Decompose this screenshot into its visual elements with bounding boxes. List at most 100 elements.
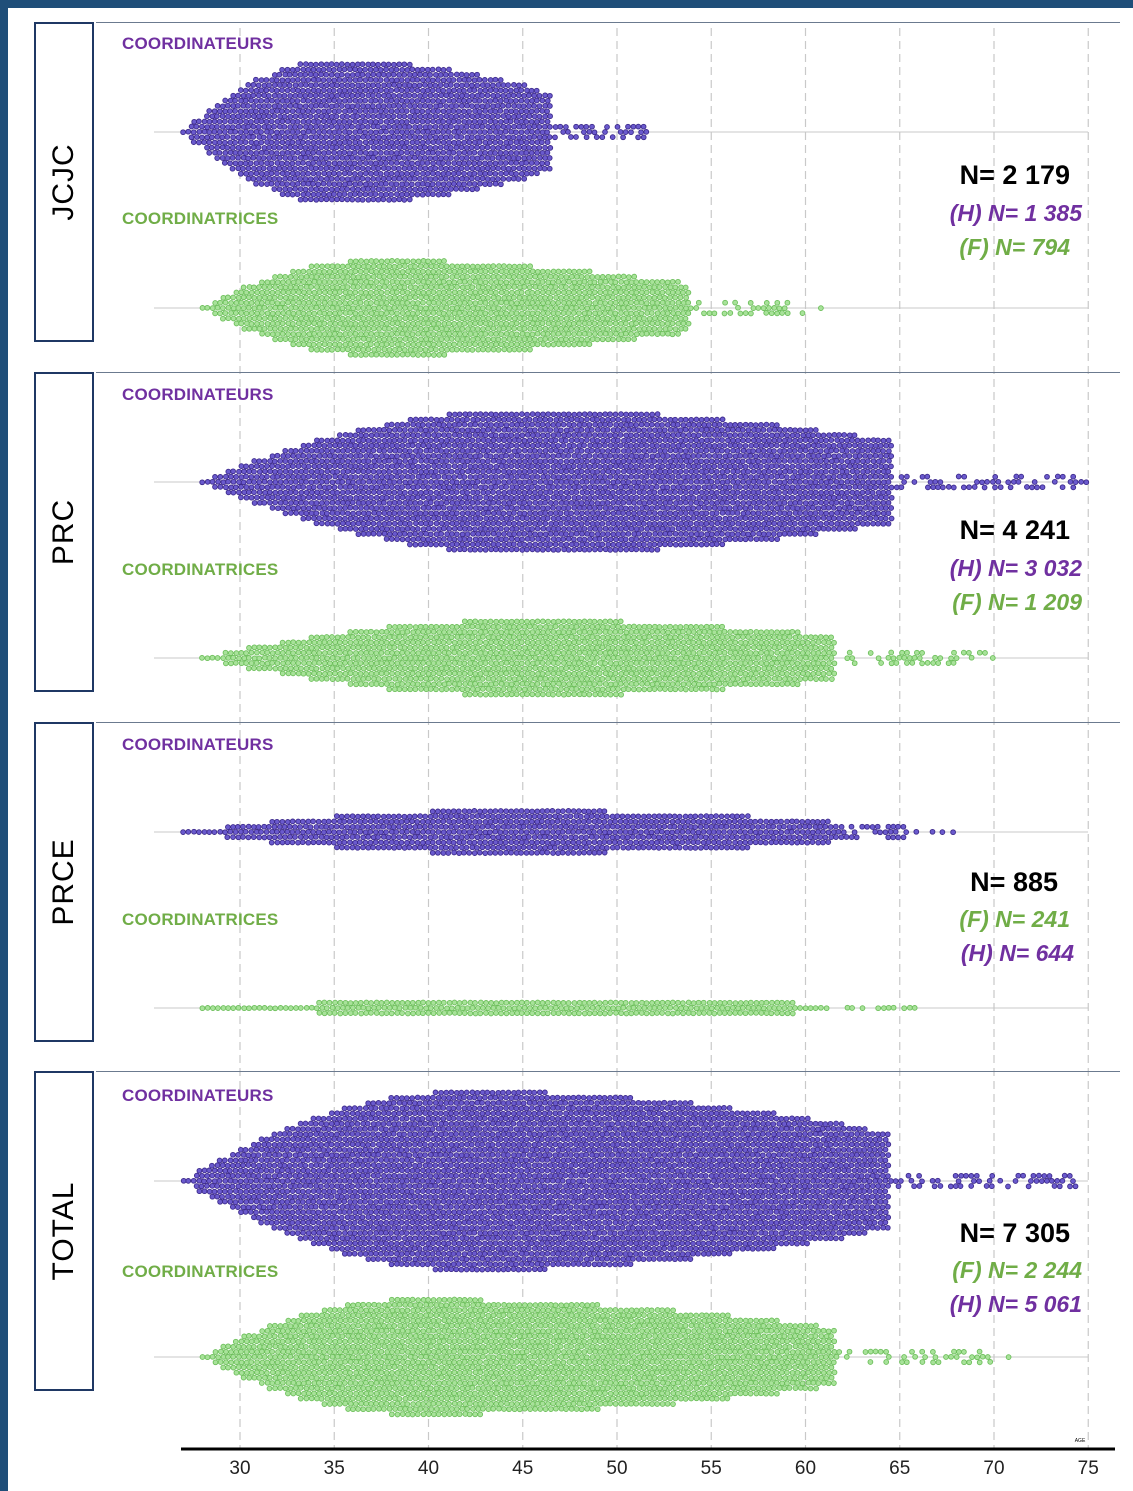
data-point <box>612 411 619 418</box>
data-point <box>315 181 322 188</box>
data-point <box>508 411 515 418</box>
data-point <box>386 155 393 162</box>
data-point <box>248 150 254 156</box>
data-point <box>362 108 369 114</box>
data-point <box>664 473 671 480</box>
data-point <box>607 526 614 532</box>
data-point <box>328 165 335 172</box>
data-point <box>516 82 522 89</box>
data-point <box>537 499 544 506</box>
data-point <box>578 416 585 423</box>
data-point <box>357 181 364 187</box>
data-point <box>742 310 749 316</box>
data-point <box>398 149 405 156</box>
data-point <box>516 447 522 454</box>
data-point <box>464 520 471 527</box>
data-point <box>315 149 322 156</box>
data-point <box>280 310 287 316</box>
data-point <box>266 123 272 130</box>
data-point <box>347 442 354 449</box>
data-point <box>560 453 567 459</box>
data-point <box>475 273 481 280</box>
data-point <box>325 160 332 167</box>
data-point <box>633 505 640 511</box>
data-point <box>423 489 429 496</box>
data-point <box>248 321 255 327</box>
data-point <box>360 186 367 192</box>
data-point <box>531 315 538 322</box>
data-point <box>368 351 375 358</box>
data-point <box>534 505 541 511</box>
data-point <box>355 263 362 270</box>
data-point <box>453 541 460 548</box>
data-point <box>407 541 413 548</box>
data-point <box>386 82 392 89</box>
data-point <box>247 160 254 167</box>
data-point <box>445 191 452 198</box>
data-point <box>298 284 304 291</box>
data-point <box>685 421 692 428</box>
data-point <box>385 113 392 120</box>
data-point <box>331 77 338 84</box>
data-point <box>613 505 619 512</box>
data-point <box>672 520 679 527</box>
data-point <box>488 289 494 296</box>
data-point <box>594 274 601 280</box>
data-point <box>307 196 314 203</box>
data-point <box>342 484 349 490</box>
data-point <box>342 473 349 480</box>
data-point <box>524 453 531 460</box>
data-point <box>417 499 424 506</box>
data-point <box>373 310 380 317</box>
data-point <box>334 437 341 444</box>
data-point <box>394 299 401 306</box>
data-point <box>310 118 317 125</box>
data-point <box>454 284 460 290</box>
data-point <box>521 165 527 172</box>
data-point <box>428 263 435 270</box>
data-point <box>464 165 470 172</box>
data-point <box>392 468 398 475</box>
data-point <box>318 175 325 182</box>
data-point <box>696 536 702 542</box>
data-point <box>586 341 593 348</box>
data-point <box>490 263 497 269</box>
data-point <box>391 155 398 161</box>
data-point <box>315 108 322 115</box>
data-point <box>376 458 383 464</box>
data-point <box>594 510 601 517</box>
data-point <box>638 474 645 480</box>
data-point <box>555 320 562 327</box>
data-point <box>437 82 444 88</box>
data-point <box>592 331 598 337</box>
data-point <box>550 411 557 418</box>
data-point <box>586 331 593 337</box>
data-point <box>394 525 401 532</box>
data-point <box>501 416 507 423</box>
data-point <box>548 305 554 311</box>
data-point <box>495 145 501 151</box>
data-point <box>545 432 551 439</box>
data-point <box>540 473 546 480</box>
data-point <box>532 273 539 280</box>
data-point <box>363 341 370 348</box>
data-point <box>443 541 450 548</box>
data-point <box>285 331 291 337</box>
data-point <box>506 336 513 342</box>
series-points <box>199 258 824 358</box>
data-point <box>294 129 301 135</box>
data-point <box>506 295 512 301</box>
data-point <box>503 484 510 490</box>
data-point <box>292 448 299 454</box>
data-point <box>339 92 346 99</box>
data-point <box>417 71 423 78</box>
data-point <box>342 108 348 115</box>
data-point <box>672 510 679 517</box>
data-point <box>524 515 530 522</box>
data-point <box>287 186 293 193</box>
data-point <box>419 191 426 198</box>
data-point <box>344 61 351 68</box>
data-point <box>497 87 504 94</box>
data-point <box>427 520 434 527</box>
